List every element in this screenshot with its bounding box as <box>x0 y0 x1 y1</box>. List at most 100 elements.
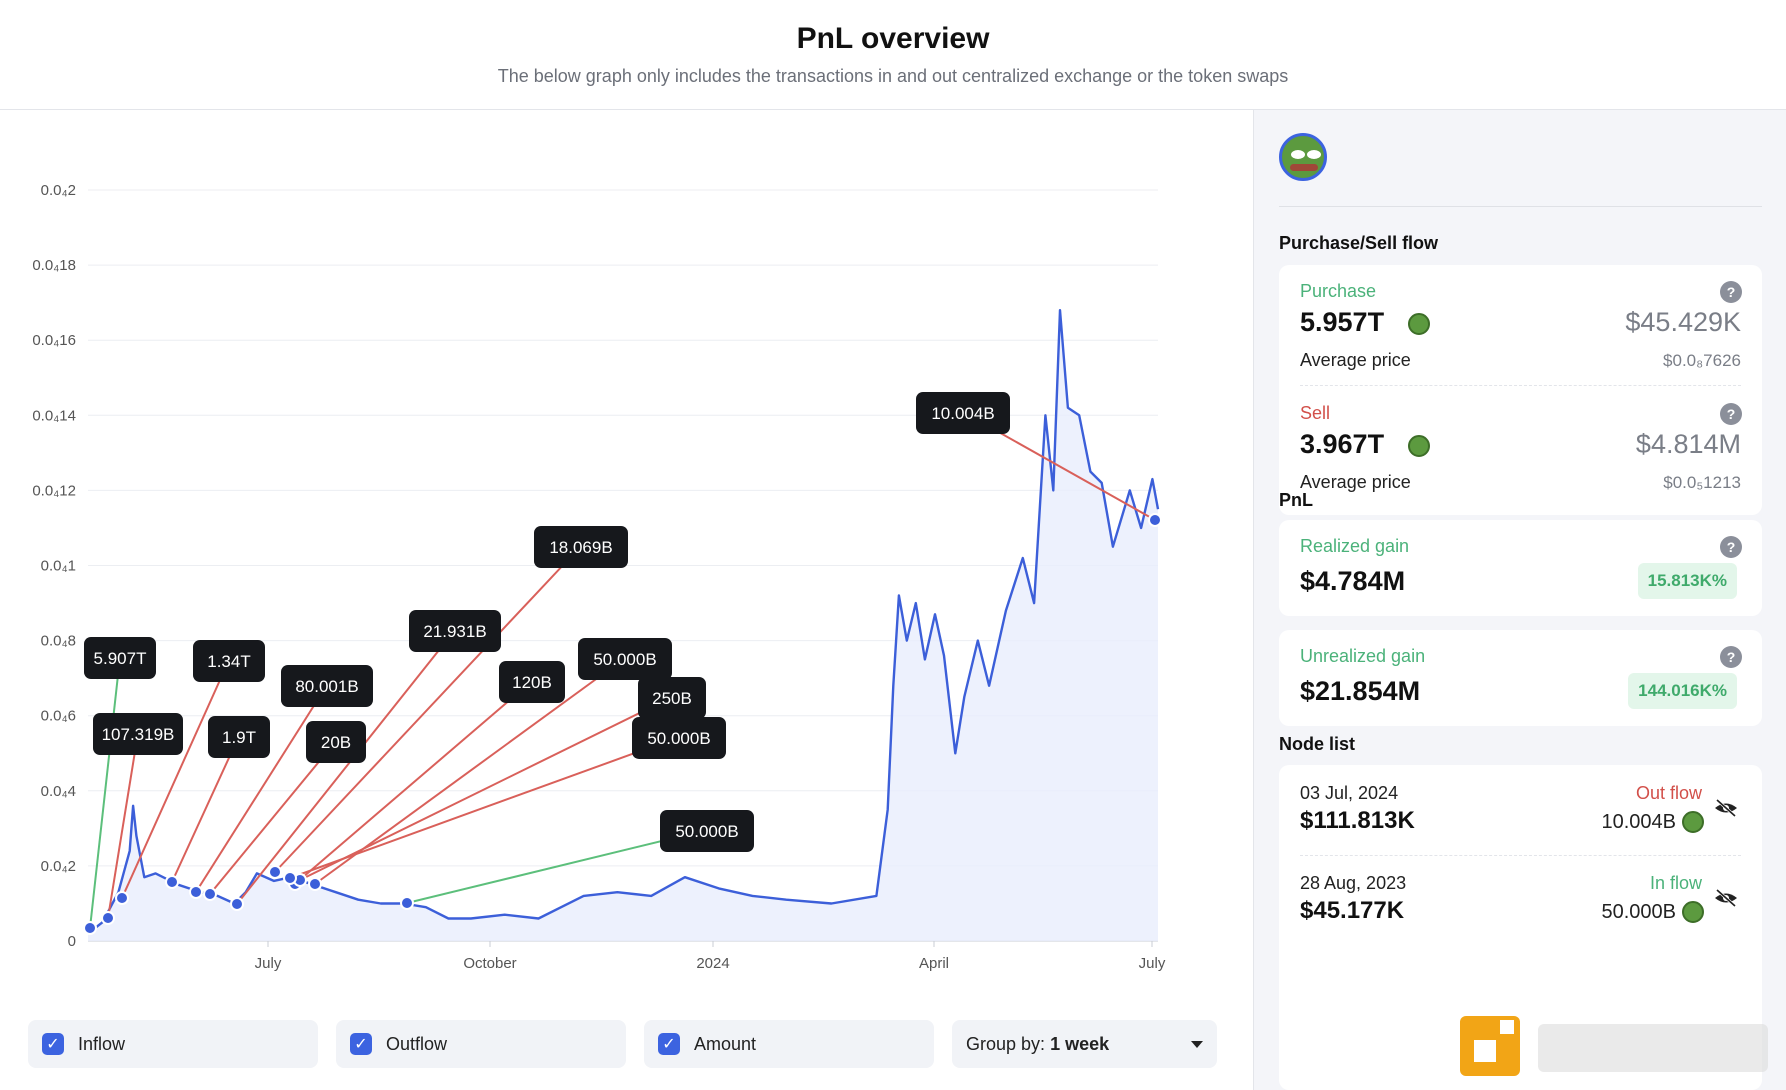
group-by-select[interactable]: Group by: 1 week <box>952 1020 1217 1068</box>
annotation-box <box>499 661 565 703</box>
purchase-usd: $45.429K <box>1625 307 1741 337</box>
annotation-label: 50.000B <box>675 822 738 841</box>
help-icon[interactable]: ? <box>1720 536 1742 558</box>
inflow-label: Inflow <box>78 1033 126 1054</box>
transaction-node <box>203 887 217 901</box>
transaction-node <box>268 865 282 879</box>
eye-off-icon[interactable] <box>1714 889 1738 907</box>
y-tick-label: 0.0₄12 <box>32 482 76 499</box>
annotation-label: 50.000B <box>647 729 710 748</box>
y-tick-label: 0.0₄18 <box>32 257 76 274</box>
transaction-node <box>83 921 97 935</box>
divider <box>1300 385 1741 386</box>
outflow-toggle[interactable]: ✓ Outflow <box>336 1020 626 1068</box>
purchase-amount: 5.957T <box>1300 307 1385 337</box>
unrealized-gain-card: Unrealized gain ? $21.854M 144.016K% <box>1279 630 1762 726</box>
avatar-eye <box>1291 150 1305 159</box>
transaction-node <box>165 875 179 889</box>
avatar-mouth <box>1290 164 1318 171</box>
node-amount: 10.004B <box>1601 811 1676 833</box>
y-tick-label: 0 <box>68 933 76 950</box>
page-header: PnL overview The below graph only includ… <box>0 0 1786 110</box>
checkbox-checked-icon[interactable]: ✓ <box>350 1033 372 1055</box>
annotation-label: 107.319B <box>102 725 175 744</box>
list-item[interactable]: 28 Aug, 2023 In flow $45.177K 50.000B <box>1279 855 1762 945</box>
group-by-value: 1 week <box>1050 1033 1110 1054</box>
transaction-node <box>283 871 297 885</box>
annotation-leader <box>406 829 708 904</box>
help-icon[interactable]: ? <box>1720 281 1742 303</box>
node-value: $45.177K <box>1300 897 1405 924</box>
group-by-label: Group by: <box>966 1033 1046 1054</box>
annotation-leader <box>289 736 680 879</box>
node-value: $111.813K <box>1300 807 1415 834</box>
annotation-box <box>660 810 754 852</box>
node-flow-type: Out flow <box>1635 783 1702 803</box>
node-list-title: Node list <box>1279 734 1356 754</box>
annotation-leader <box>171 735 240 883</box>
side-panel: Purchase/Sell flow Purchase ? 5.957T $45… <box>1253 110 1786 1090</box>
annotation-leader <box>294 680 533 885</box>
y-tick-label: 0.0₄14 <box>32 407 76 424</box>
chart-area: 0 0.0₄2 0.0₄4 0.0₄6 0.0₄8 0.0₄1 0.0₄12 0.0₄14 0.… <box>0 110 1253 1090</box>
x-tick-label: October <box>463 955 516 972</box>
amount-toggle[interactable]: ✓ Amount <box>644 1020 934 1068</box>
annotation-box <box>84 637 156 679</box>
y-tick-label: 0.0₄2 <box>41 858 76 875</box>
annotation-leader <box>299 696 673 881</box>
help-icon[interactable]: ? <box>1720 646 1742 668</box>
annotation-label: 18.069B <box>549 538 612 557</box>
pnl-chart: 0 0.0₄2 0.0₄4 0.0₄6 0.0₄8 0.0₄1 0.0₄12 0.0₄14 0.… <box>32 182 1166 972</box>
divider <box>1279 206 1762 207</box>
annotation-leader <box>107 732 139 919</box>
checkbox-checked-icon[interactable]: ✓ <box>658 1033 680 1055</box>
annotation-label: 120B <box>512 673 552 692</box>
pepe-coin-icon <box>1682 811 1704 833</box>
realized-gain-card: Realized gain ? $4.784M 15.813K% <box>1279 520 1762 616</box>
pepe-coin-icon <box>1682 901 1704 923</box>
annotation-label: 50.000B <box>593 650 656 669</box>
sell-avg-label: Average price <box>1300 472 1411 492</box>
purchase-sell-card: Purchase ? 5.957T $45.429K Average price… <box>1279 265 1762 515</box>
annotation-leader <box>209 740 337 895</box>
flow-section-title: Purchase/Sell flow <box>1279 233 1439 253</box>
series-line <box>87 309 1160 935</box>
annotation-label: 250B <box>652 689 692 708</box>
unrealized-label: Unrealized gain <box>1300 646 1426 666</box>
unrealized-value: $21.854M <box>1300 676 1421 706</box>
annotation-label: 1.9T <box>222 728 256 747</box>
transaction-node <box>308 877 322 891</box>
node-list-card: 03 Jul, 2024 Out flow $111.813K 10.004B … <box>1279 765 1762 1090</box>
realized-label: Realized gain <box>1300 536 1410 556</box>
x-tick-label: April <box>919 955 949 972</box>
annotation-label: 20B <box>321 733 351 752</box>
checkbox-checked-icon[interactable]: ✓ <box>42 1033 64 1055</box>
annotation-leader <box>236 629 456 905</box>
transaction-node <box>230 897 244 911</box>
sell-avg-value: $0.0₅1213 <box>1663 473 1741 492</box>
list-item[interactable]: 03 Jul, 2024 Out flow $111.813K 10.004B <box>1279 765 1762 855</box>
chart-controls: ✓ Inflow ✓ Outflow ✓ Amount Group by: 1 … <box>28 1020 1217 1070</box>
purchase-avg-label: Average price <box>1300 350 1411 370</box>
annotation-label: 1.34T <box>207 652 250 671</box>
annotation-label: 5.907T <box>94 649 147 668</box>
annotation-box <box>306 721 366 763</box>
annotation-box <box>193 640 265 682</box>
annotation-box <box>578 638 672 680</box>
annotation-box <box>638 677 706 719</box>
annotation-leader <box>274 545 582 873</box>
annotation-box <box>916 392 1010 434</box>
pepe-coin-icon <box>1408 435 1430 457</box>
page-subtitle: The below graph only includes the transa… <box>497 66 1289 86</box>
annotation-box <box>534 526 628 568</box>
help-icon[interactable]: ? <box>1720 403 1742 425</box>
annotation-label: 80.001B <box>295 677 358 696</box>
annotation-box <box>409 610 501 652</box>
chevron-down-icon <box>1191 1040 1203 1048</box>
annotation-box <box>281 665 373 707</box>
x-tick-label: 2024 <box>696 955 729 972</box>
node-date: 28 Aug, 2023 <box>1300 873 1407 893</box>
eye-off-icon[interactable] <box>1714 799 1738 817</box>
inflow-toggle[interactable]: ✓ Inflow <box>28 1020 318 1068</box>
x-tick-label: July <box>255 955 282 972</box>
